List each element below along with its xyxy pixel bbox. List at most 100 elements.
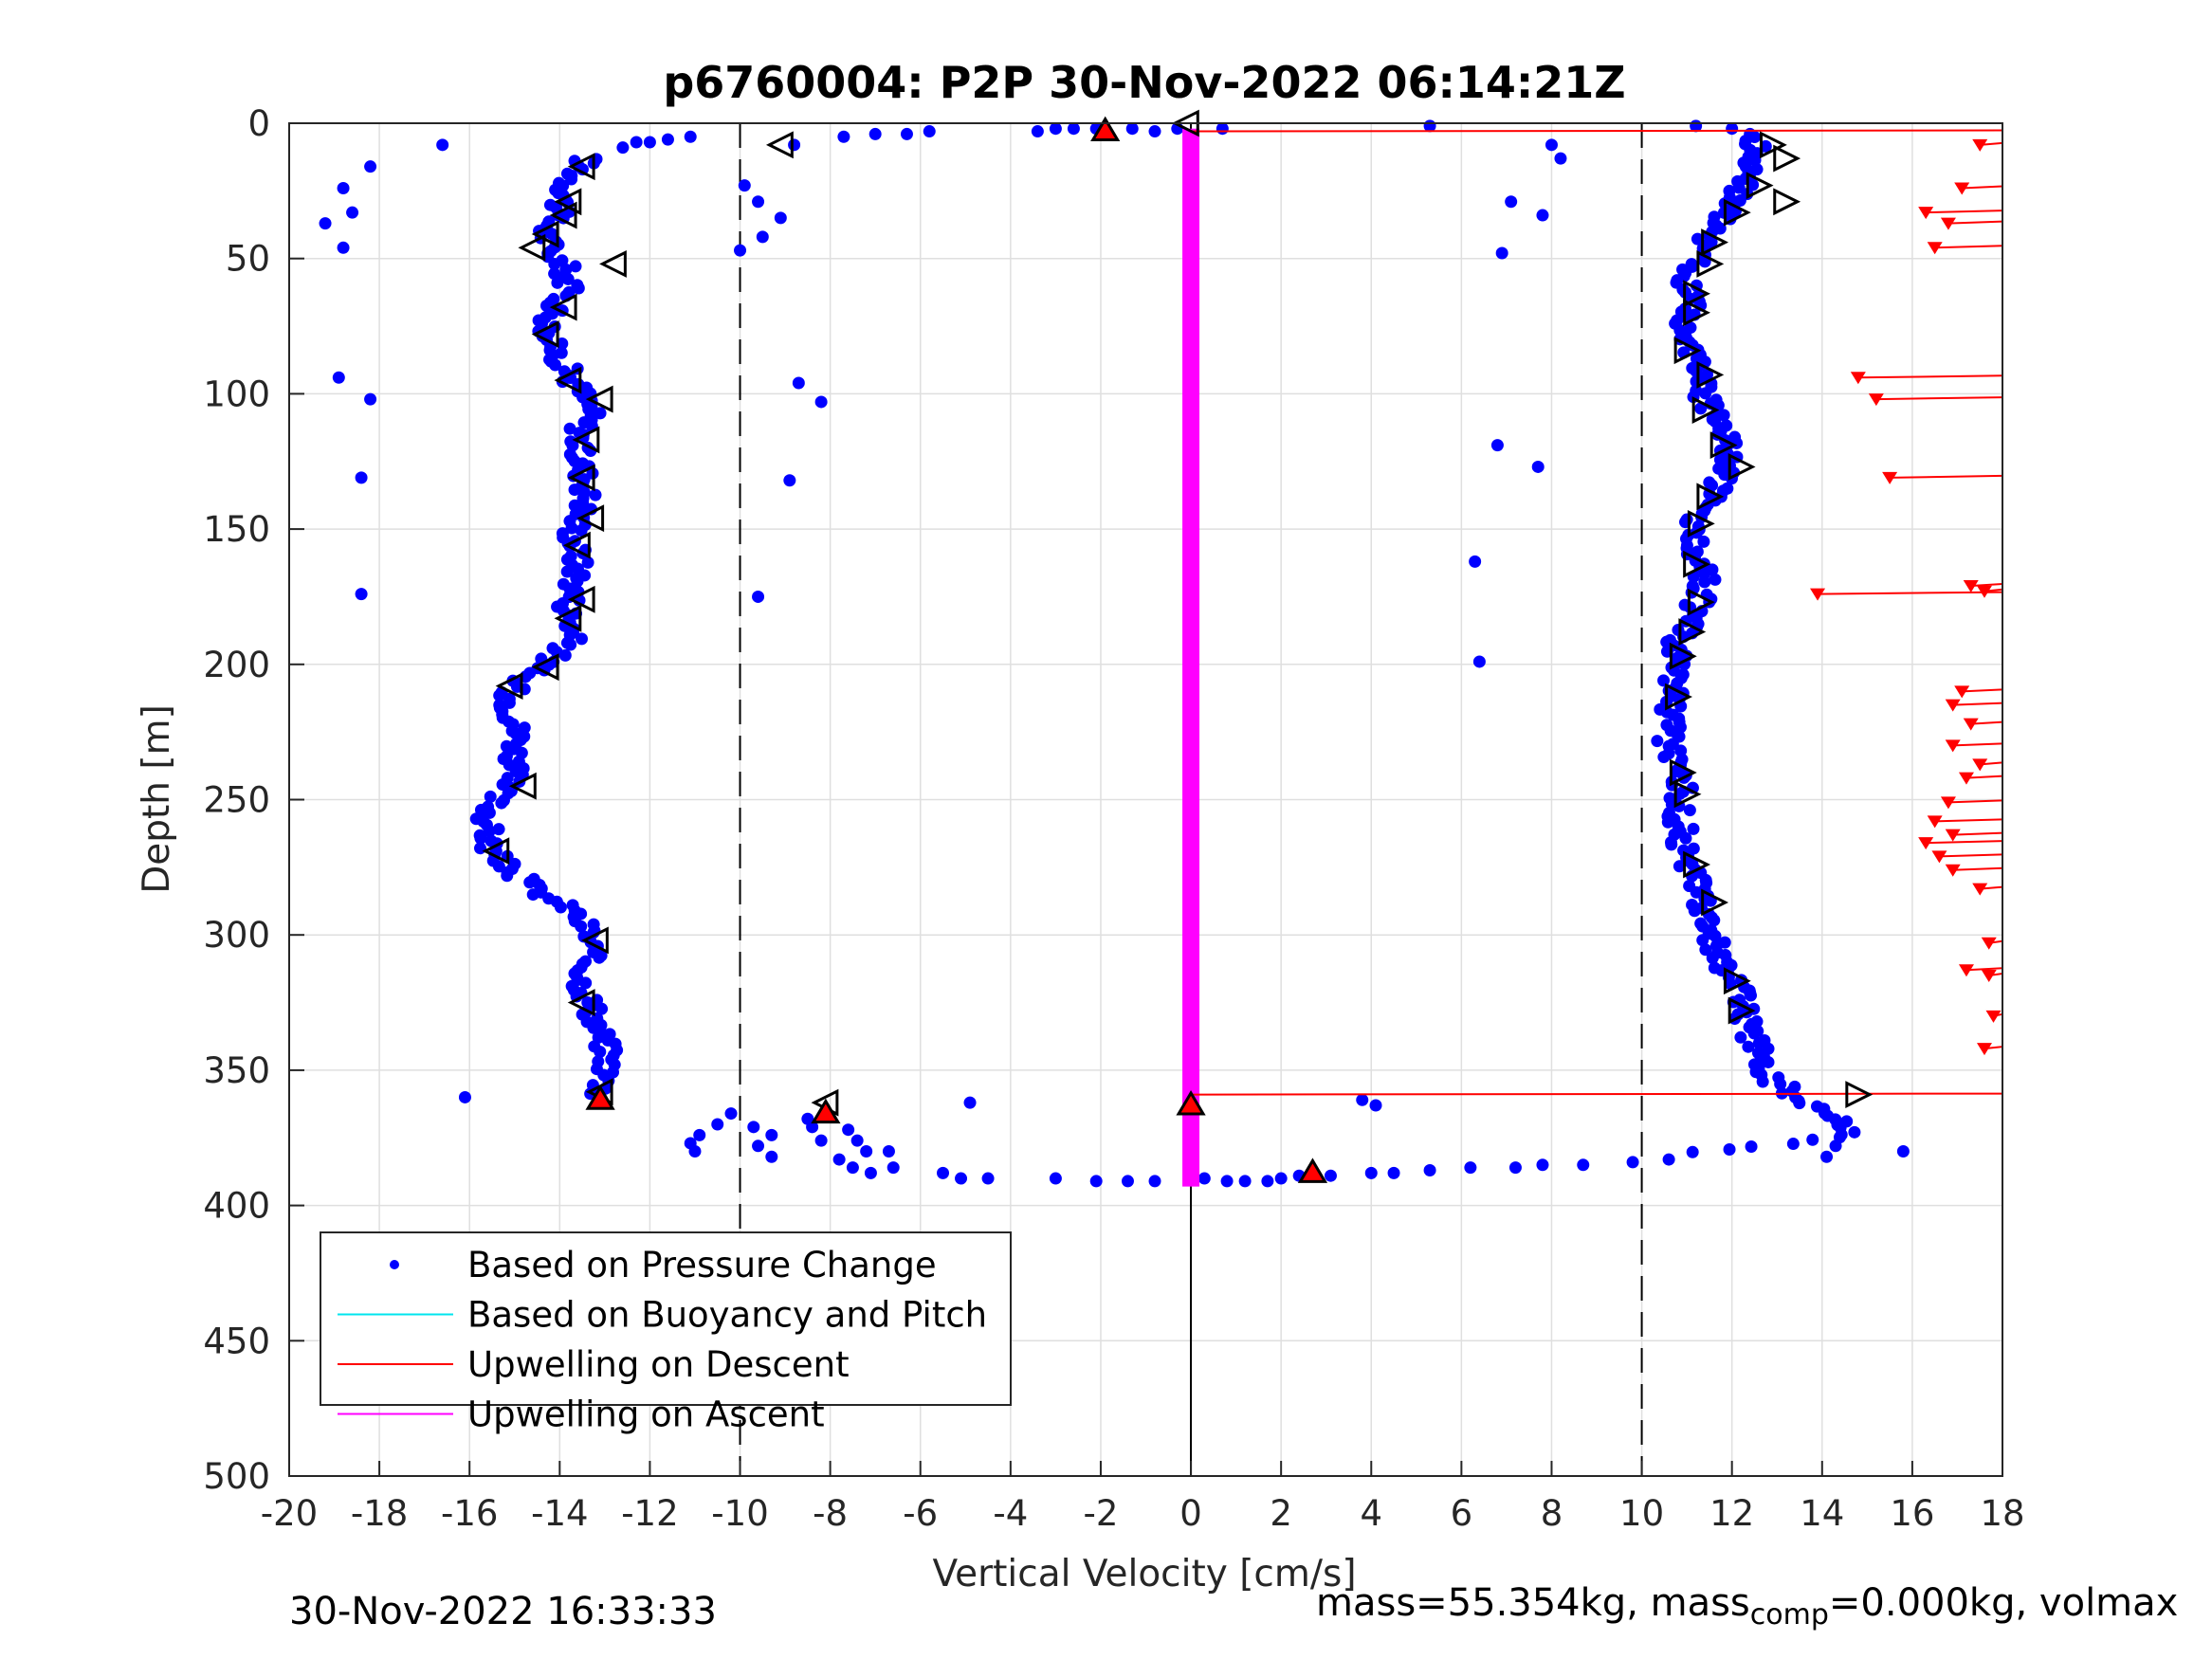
- x-tick-label: -2: [1083, 1493, 1118, 1534]
- pressure-point-ascent: [1699, 943, 1712, 957]
- buoyancy-pitch-marker-left: [549, 201, 577, 229]
- pressure-point-bottom: [752, 1139, 765, 1153]
- pressure-point-ascent: [1759, 139, 1772, 153]
- pressure-point-surface: [788, 138, 801, 152]
- pressure-point-ascent: [1686, 898, 1699, 911]
- x-tick-label: 14: [1800, 1493, 1844, 1534]
- pressure-point-ascent: [1651, 735, 1664, 748]
- pressure-point-ascent: [1750, 1015, 1764, 1029]
- pressure-point-bottom: [747, 1121, 760, 1134]
- upwelling-descent-line: [1191, 1092, 2003, 1096]
- upwelling-descent-marker: [1981, 937, 1997, 950]
- pressure-point-ascent: [1709, 393, 1723, 407]
- pressure-point-surface: [319, 217, 332, 230]
- pressure-point-descent: [581, 556, 594, 569]
- upwelling-descent-segment: [1939, 853, 2003, 858]
- pressure-point-ascent: [1663, 792, 1676, 805]
- footer-timestamp: 30-Nov-2022 16:33:33: [289, 1590, 717, 1633]
- upwelling-descent-marker: [1976, 585, 1992, 598]
- pressure-point-ascent: [1721, 482, 1734, 495]
- pressure-point-ascent: [1709, 573, 1722, 586]
- pressure-point-surface: [1554, 152, 1567, 165]
- upwelling-descent-segment: [1970, 583, 2003, 588]
- pressure-point-surface: [346, 206, 359, 219]
- pressure-point-descent: [563, 422, 576, 435]
- pressure-point-descent: [589, 488, 602, 501]
- x-tick-label: 2: [1270, 1493, 1292, 1534]
- pressure-point-ascent: [1810, 1100, 1823, 1113]
- pressure-point-surface: [837, 130, 850, 143]
- pressure-point-ascent: [1686, 1145, 1699, 1158]
- upwelling-descent-segment: [1947, 799, 2003, 804]
- buoyancy-pitch-marker-left: [576, 504, 605, 533]
- buoyancy-pitch-marker-left: [508, 772, 537, 800]
- pressure-point-surface: [1495, 246, 1508, 260]
- upwelling-descent-marker: [1931, 850, 1947, 864]
- upwelling-ascent-bar: [1182, 128, 1200, 1187]
- pressure-point-ascent: [1657, 674, 1671, 687]
- pressure-point-bottom: [1049, 1172, 1062, 1185]
- pressure-point-surface: [1125, 122, 1139, 136]
- y-tick-label: 250: [203, 780, 270, 821]
- upwelling-descent-marker: [1958, 772, 1974, 785]
- pressure-point-bottom: [955, 1172, 968, 1185]
- pressure-point-surface: [1067, 122, 1080, 136]
- pressure-point-bottom: [1464, 1161, 1477, 1175]
- pressure-point-descent: [558, 648, 572, 662]
- pressure-point-bottom: [850, 1134, 864, 1147]
- pressure-point-ascent: [1697, 535, 1710, 548]
- pressure-point-surface: [364, 160, 377, 173]
- y-tick-label: 300: [203, 915, 270, 956]
- pressure-point-bottom: [1121, 1175, 1134, 1188]
- buoyancy-pitch-marker-right: [1728, 453, 1756, 481]
- pressure-point-ascent: [1734, 1030, 1747, 1044]
- x-tick-label: 0: [1179, 1493, 1202, 1534]
- pressure-point-bottom: [711, 1118, 724, 1131]
- buoyancy-pitch-marker-right: [1845, 1081, 1874, 1109]
- pressure-point-descent: [594, 407, 607, 420]
- pressure-point-surface: [436, 138, 449, 152]
- pressure-point-bottom: [458, 1090, 471, 1103]
- pressure-point-ascent: [1690, 384, 1703, 397]
- upwelling-descent-segment: [1926, 840, 2003, 845]
- pressure-point-bottom: [981, 1172, 995, 1185]
- pressure-point-descent: [495, 796, 508, 810]
- x-tick-label: -20: [261, 1493, 318, 1534]
- upwelling-descent-segment: [1875, 396, 2003, 401]
- pressure-point-surface: [355, 588, 368, 601]
- buoyancy-pitch-marker-right: [1683, 299, 1710, 327]
- x-axis-ticks: -20 -18 -16 -14 -12 -10 -8 -6 -4 -2 0 2 4 6 8 10 12 14 16 1…: [261, 1461, 2025, 1534]
- pressure-point-descent: [526, 888, 539, 902]
- upwelling-descent-segment: [1934, 245, 2003, 249]
- buoyancy-pitch-marker-left: [495, 672, 523, 701]
- pressure-point-bottom: [765, 1150, 778, 1163]
- upwelling-descent-marker: [1927, 242, 1943, 255]
- upwelling-descent-marker: [1940, 217, 1956, 230]
- pressure-point-surface: [1031, 125, 1044, 138]
- x-tick-label: -16: [441, 1493, 498, 1534]
- buoyancy-pitch-marker-left: [554, 604, 582, 632]
- pressure-point-bottom: [1387, 1166, 1400, 1179]
- pressure-point-ascent: [1750, 163, 1764, 176]
- legend-label: Upwelling on Descent: [467, 1344, 850, 1385]
- pressure-point-descent: [549, 358, 562, 372]
- pressure-point-surface: [661, 133, 674, 146]
- pressure-point-ascent: [1691, 545, 1704, 558]
- pressure-point-bottom: [860, 1145, 873, 1158]
- pressure-point-surface: [630, 136, 643, 149]
- buoyancy-pitch-marker-right: [1773, 144, 1801, 173]
- pressure-point-ascent: [1694, 917, 1708, 930]
- buoyancy-pitch-marker-left: [531, 320, 559, 349]
- upwelling-descent-segment: [1970, 720, 2003, 725]
- pressure-point-bottom: [814, 1134, 828, 1147]
- legend-swatch-dot: [390, 1260, 399, 1269]
- buoyancy-pitch-marker-right: [1696, 483, 1725, 511]
- pressure-point-descent: [503, 696, 516, 709]
- turnaround-marker: [811, 1098, 841, 1124]
- upwelling-descent-marker: [1940, 796, 1956, 810]
- pressure-point-bottom: [724, 1107, 738, 1121]
- pressure-point-bottom: [1261, 1175, 1274, 1188]
- pressure-point-surface: [684, 130, 697, 143]
- pressure-point-surface: [900, 127, 913, 140]
